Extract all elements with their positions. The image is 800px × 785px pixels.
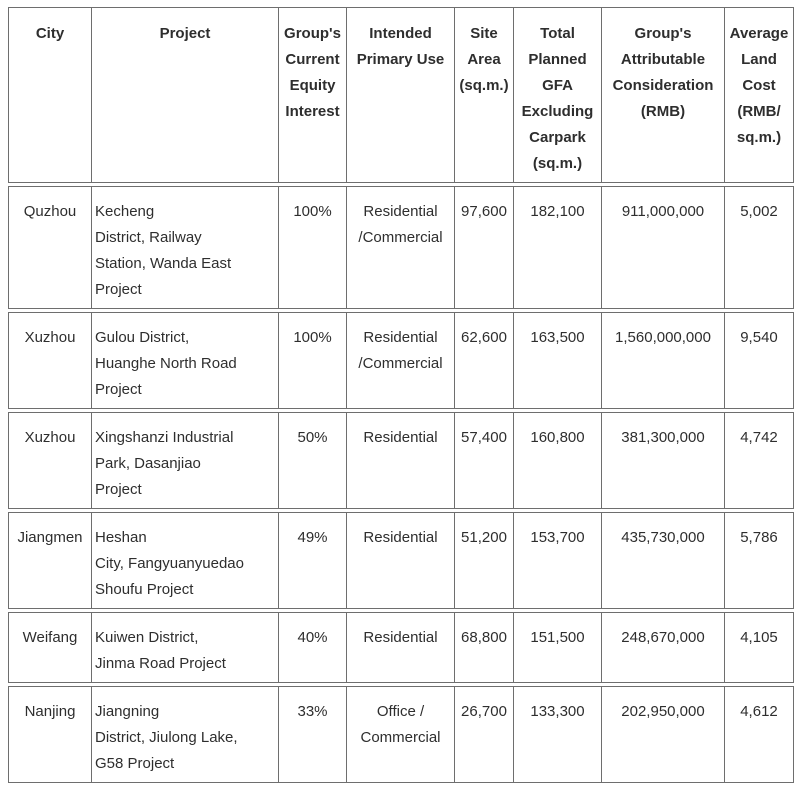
cell-equity-interest: 33% [278, 687, 346, 782]
cell-site-area: 62,600 [454, 313, 513, 408]
header-cell-avg-land-cost: Average Land Cost (RMB/ sq.m.) [724, 8, 793, 182]
cell-intended-use: Residential /Commercial [346, 313, 454, 408]
cell-avg-land-cost: 4,105 [724, 613, 793, 682]
cell-project: Gulou District, Huanghe North Road Proje… [91, 313, 278, 408]
cell-consideration: 381,300,000 [601, 413, 724, 508]
cell-intended-use: Residential [346, 413, 454, 508]
cell-city: Jiangmen [17, 529, 83, 546]
cell-consideration: 202,950,000 [601, 687, 724, 782]
cell-equity-interest: 100% [278, 187, 346, 308]
cell-avg-land-cost: 4,742 [724, 413, 793, 508]
cell-planned-gfa: 160,800 [513, 413, 601, 508]
cell-consideration: 1,560,000,000 [601, 313, 724, 408]
cell-site-area: 26,700 [454, 687, 513, 782]
cell-equity-interest: 40% [278, 613, 346, 682]
cell-consideration: 911,000,000 [601, 187, 724, 308]
table-row: Xuzhou Xingshanzi Industrial Park, Dasan… [8, 412, 794, 509]
cell-planned-gfa: 151,500 [513, 613, 601, 682]
cell-city: Xuzhou [24, 429, 76, 446]
cell-avg-land-cost: 9,540 [724, 313, 793, 408]
cell-planned-gfa: 182,100 [513, 187, 601, 308]
header-cell-intended-use: Intended Primary Use [346, 8, 454, 182]
cell-project: Kuiwen District, Jinma Road Project [91, 613, 278, 682]
cell-equity-interest: 50% [278, 413, 346, 508]
table-row: Xuzhou Gulou District, Huanghe North Roa… [8, 312, 794, 409]
header-cell-city: City [35, 25, 65, 42]
cell-site-area: 57,400 [454, 413, 513, 508]
table-row: Weifang Kuiwen District, Jinma Road Proj… [8, 612, 794, 683]
header-cell-consideration: Group's Attributable Consideration (RMB) [601, 8, 724, 182]
cell-intended-use: Residential [346, 613, 454, 682]
cell-avg-land-cost: 5,786 [724, 513, 793, 608]
cell-project: Kecheng District, Railway Station, Wanda… [91, 187, 278, 308]
cell-project: Xingshanzi Industrial Park, Dasanjiao Pr… [91, 413, 278, 508]
cell-site-area: 51,200 [454, 513, 513, 608]
cell-site-area: 97,600 [454, 187, 513, 308]
cell-city: Quzhou [23, 203, 77, 220]
cell-planned-gfa: 133,300 [513, 687, 601, 782]
cell-consideration: 248,670,000 [601, 613, 724, 682]
cell-project: Jiangning District, Jiulong Lake, G58 Pr… [91, 687, 278, 782]
cell-city: Nanjing [24, 703, 76, 720]
cell-planned-gfa: 163,500 [513, 313, 601, 408]
cell-avg-land-cost: 5,002 [724, 187, 793, 308]
cell-avg-land-cost: 4,612 [724, 687, 793, 782]
cell-project: Heshan City, Fangyuanyuedao Shoufu Proje… [91, 513, 278, 608]
table-header-row: City Project Group's Current Equity Inte… [8, 7, 794, 183]
cell-equity-interest: 100% [278, 313, 346, 408]
cell-site-area: 68,800 [454, 613, 513, 682]
header-cell-planned-gfa: Total Planned GFA Excluding Carpark (sq.… [513, 8, 601, 182]
header-cell-project: Project [91, 8, 278, 182]
table-row: Quzhou Kecheng District, Railway Station… [8, 186, 794, 309]
header-cell-equity-interest: Group's Current Equity Interest [278, 8, 346, 182]
cell-intended-use: Residential /Commercial [346, 187, 454, 308]
cell-equity-interest: 49% [278, 513, 346, 608]
header-cell-site-area: Site Area (sq.m.) [454, 8, 513, 182]
cell-intended-use: Office / Commercial [346, 687, 454, 782]
cell-consideration: 435,730,000 [601, 513, 724, 608]
land-bank-table: City Project Group's Current Equity Inte… [8, 7, 794, 783]
cell-intended-use: Residential [346, 513, 454, 608]
cell-city: Weifang [22, 629, 78, 646]
cell-planned-gfa: 153,700 [513, 513, 601, 608]
table-row: Jiangmen Heshan City, Fangyuanyuedao Sho… [8, 512, 794, 609]
table-row: Nanjing Jiangning District, Jiulong Lake… [8, 686, 794, 783]
cell-city: Xuzhou [24, 329, 76, 346]
